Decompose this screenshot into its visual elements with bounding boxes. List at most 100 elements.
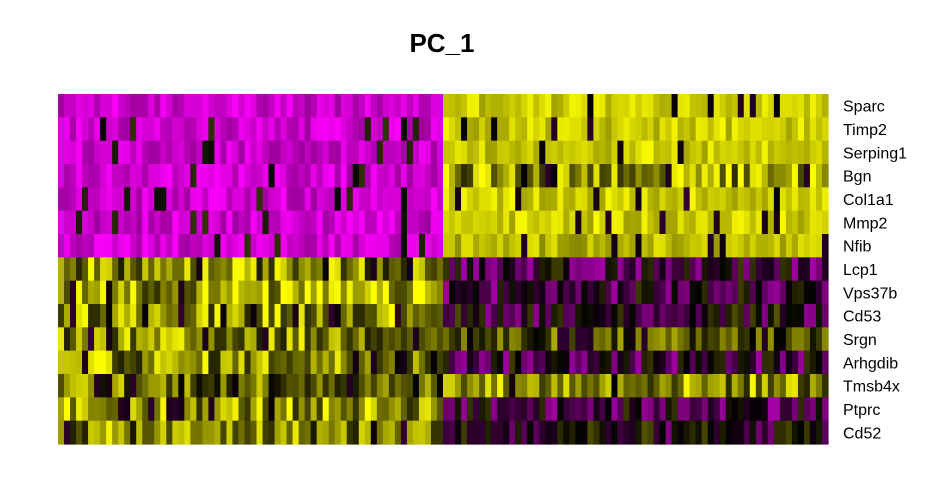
heatmap-cell — [815, 397, 823, 422]
heatmap-cell — [184, 117, 191, 142]
heatmap-cell — [154, 164, 161, 188]
heatmap-cell — [214, 257, 222, 282]
heatmap-cell — [196, 140, 203, 165]
heatmap-cell — [803, 234, 811, 258]
heatmap-cell — [190, 94, 197, 118]
heatmap-cell — [527, 257, 534, 282]
heatmap-cell — [617, 140, 625, 165]
heatmap-cell — [118, 420, 125, 445]
heatmap-cell — [677, 350, 685, 375]
heatmap-cell — [142, 280, 149, 305]
heatmap-cell — [124, 374, 131, 398]
heatmap-cell — [689, 257, 697, 282]
heatmap-cell — [641, 304, 649, 328]
heatmap-cell — [310, 140, 318, 165]
heatmap-cell — [316, 350, 324, 375]
heatmap-cell — [815, 257, 823, 282]
heatmap-cell — [328, 420, 336, 445]
row-label-serping1: Serping1 — [843, 145, 907, 162]
heatmap-cell — [286, 397, 294, 422]
heatmap-cell — [154, 397, 161, 422]
heatmap-cell — [641, 140, 649, 165]
heatmap-cell — [659, 374, 667, 398]
heatmap-cell — [707, 94, 715, 118]
heatmap-cell — [88, 257, 95, 282]
heatmap-cell — [533, 280, 540, 305]
heatmap-cell — [256, 257, 264, 282]
heatmap-cell — [785, 350, 793, 375]
heatmap-cell — [791, 420, 799, 445]
heatmap-cell — [436, 350, 444, 375]
heatmap-cell — [719, 280, 727, 305]
heatmap-cell — [653, 280, 661, 305]
heatmap-cell — [166, 234, 173, 258]
heatmap-cell — [70, 234, 77, 258]
heatmap-cell — [683, 94, 691, 118]
heatmap-cell — [154, 374, 161, 398]
heatmap-cell — [370, 117, 378, 142]
heatmap-cell — [473, 164, 480, 188]
heatmap-cell — [298, 94, 306, 118]
heatmap-cell — [100, 117, 107, 142]
heatmap-cell — [76, 280, 83, 305]
heatmap-cell — [298, 234, 306, 258]
heatmap-cell — [262, 374, 270, 398]
heatmap-cell — [436, 117, 444, 142]
heatmap-cell — [328, 350, 336, 375]
heatmap-cell — [184, 374, 191, 398]
heatmap-cell — [316, 304, 324, 328]
heatmap-cell — [545, 140, 552, 165]
heatmap-cell — [743, 234, 751, 258]
heatmap-cell — [322, 140, 330, 165]
heatmap-cell — [779, 187, 787, 212]
heatmap-cell — [545, 210, 552, 235]
heatmap-cell — [611, 304, 619, 328]
heatmap-cell — [418, 210, 426, 235]
heatmap-cell — [683, 257, 691, 282]
heatmap-cell — [256, 327, 264, 352]
heatmap-cell — [418, 117, 426, 142]
heatmap-cell — [358, 187, 366, 212]
heatmap-cell — [473, 117, 480, 142]
heatmap-cell — [533, 327, 540, 352]
heatmap-cell — [491, 187, 498, 212]
heatmap-cell — [118, 374, 125, 398]
heatmap-cell — [142, 397, 149, 422]
heatmap-cell — [118, 280, 125, 305]
heatmap-cell — [563, 327, 570, 352]
heatmap-cell — [611, 397, 619, 422]
heatmap-cell — [695, 280, 703, 305]
heatmap-cell — [695, 187, 703, 212]
heatmap-cell — [274, 257, 282, 282]
heatmap-cell — [376, 374, 384, 398]
heatmap-cell — [605, 117, 613, 142]
heatmap-cell — [238, 397, 246, 422]
heatmap-cell — [725, 280, 733, 305]
heatmap-cell — [629, 164, 637, 188]
heatmap-cell — [545, 187, 552, 212]
heatmap-cell — [665, 280, 673, 305]
heatmap-cell — [400, 187, 408, 212]
heatmap-cell — [328, 327, 336, 352]
heatmap-cell — [593, 420, 601, 445]
heatmap-cell — [509, 210, 516, 235]
heatmap-cell — [298, 257, 306, 282]
heatmap-cell — [394, 304, 402, 328]
heatmap-cell — [100, 374, 107, 398]
heatmap-cell — [629, 350, 637, 375]
heatmap-cell — [268, 117, 276, 142]
heatmap-cell — [64, 397, 71, 422]
heatmap-cell — [112, 280, 119, 305]
heatmap-cell — [773, 94, 781, 118]
heatmap-cell — [148, 397, 155, 422]
heatmap-cell — [713, 397, 721, 422]
heatmap-cell — [220, 304, 228, 328]
heatmap-cell — [767, 234, 775, 258]
heatmap-cell — [527, 210, 534, 235]
heatmap-cell — [220, 187, 228, 212]
heatmap-cell — [436, 210, 444, 235]
heatmap-cell — [82, 304, 89, 328]
heatmap-cell — [641, 420, 649, 445]
heatmap-cell — [172, 187, 179, 212]
heatmap-cell — [340, 327, 348, 352]
